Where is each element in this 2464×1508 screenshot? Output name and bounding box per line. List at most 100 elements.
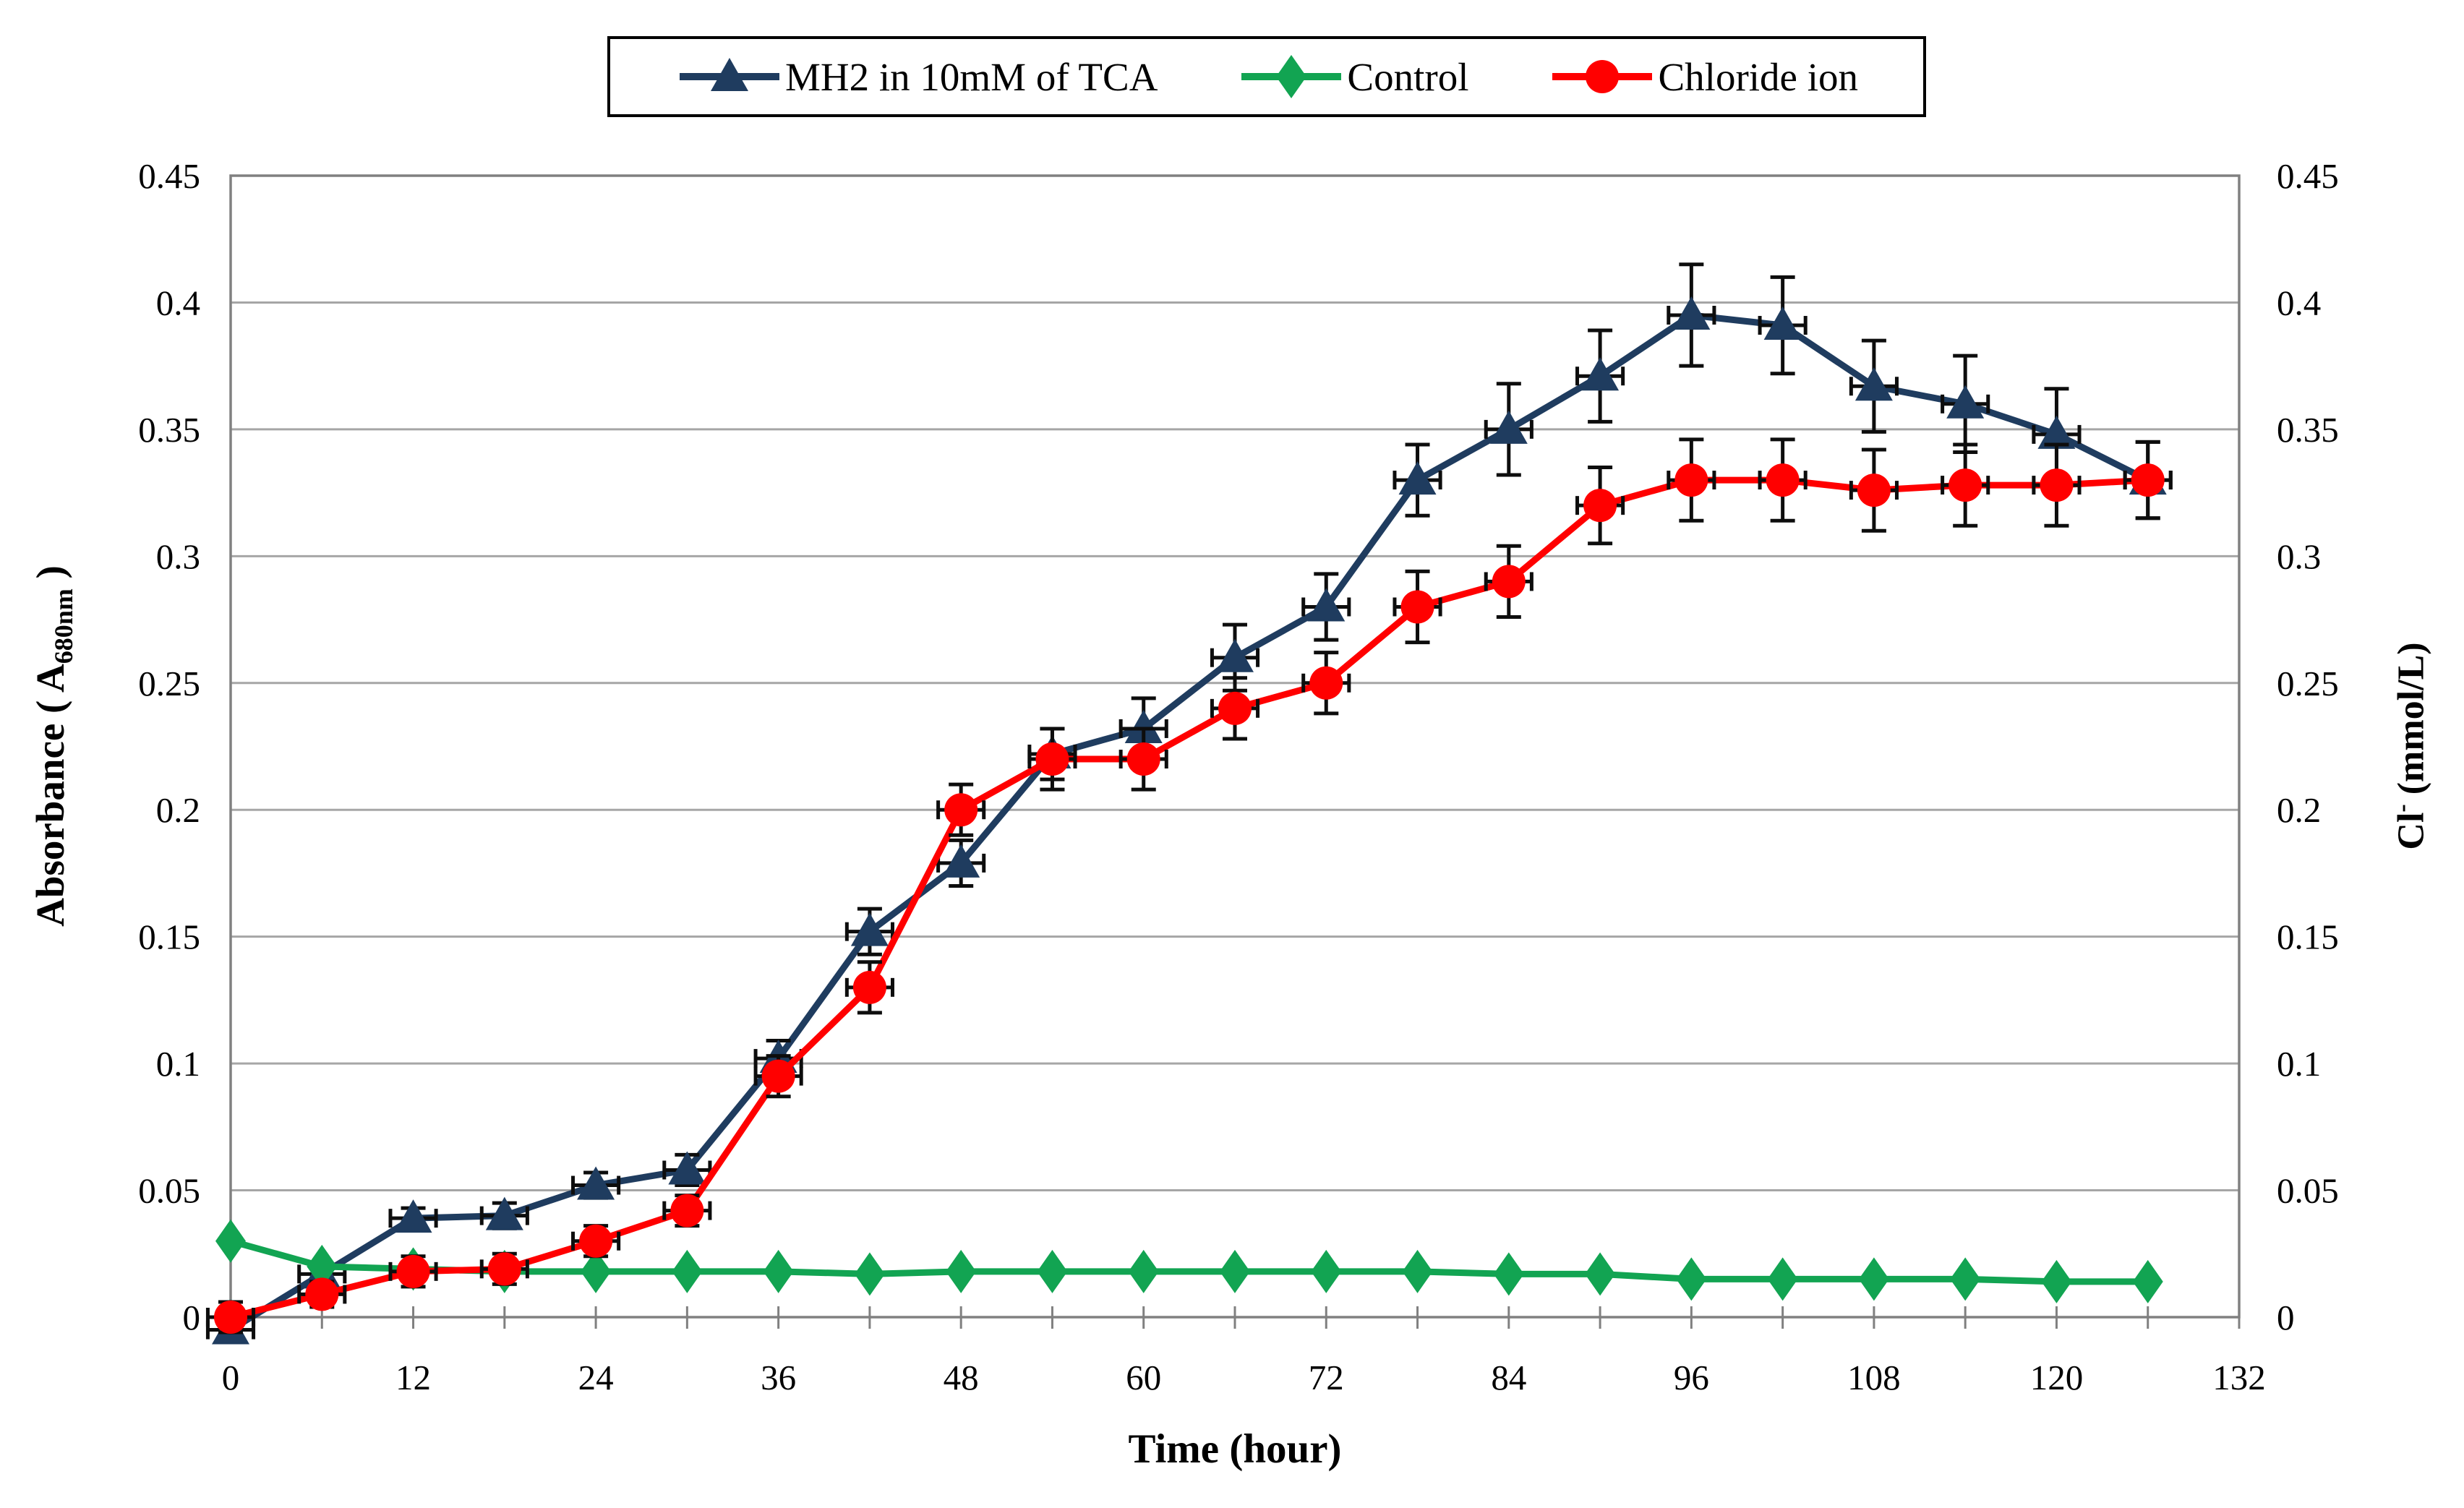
svg-text:24: 24: [578, 1358, 614, 1397]
diamond-marker: [1767, 1257, 1798, 1301]
markers: [215, 1219, 2163, 1303]
circle-marker: [1674, 463, 1708, 497]
triangle-marker: [577, 1166, 615, 1200]
y-tick-labels-left: 0 0.05 0.1 0.15 0.2 0.25 0.3 0.35 0.4 0.45: [138, 156, 200, 1337]
diamond-marker: [763, 1249, 794, 1293]
circle-marker: [1400, 590, 1434, 624]
error-bars: [205, 262, 2173, 1342]
triangle-marker: [1307, 588, 1346, 622]
series-line: [227, 312, 2152, 1334]
right-axis-title-superscript: -: [2389, 804, 2416, 813]
svg-text:48: 48: [944, 1358, 979, 1397]
triangle-marker: [1398, 461, 1437, 495]
triangle-marker: [1672, 296, 1711, 330]
diamond-marker: [1493, 1252, 1524, 1296]
circle-marker: [1035, 742, 1069, 776]
error-bars: [205, 437, 2173, 1335]
legend-item-mh2: MH2 in 10mM of TCA: [675, 53, 1158, 100]
left-axis-title: Absorbance ( A680nm ): [27, 312, 85, 1180]
diamond-marker: [2132, 1259, 2163, 1303]
triangle-series-icon: [675, 53, 784, 100]
legend-label-control: Control: [1347, 54, 1469, 99]
triangle-marker: [2037, 415, 2076, 449]
svg-text:0.45: 0.45: [138, 156, 200, 196]
left-axis-title-close: ): [28, 565, 72, 589]
svg-text:0.4: 0.4: [2277, 283, 2321, 322]
diamond-marker: [1220, 1249, 1250, 1293]
right-axis-title-text: Cl: [2390, 812, 2432, 850]
diamond-marker: [946, 1249, 977, 1293]
svg-text:0.2: 0.2: [2277, 790, 2321, 830]
x-ticks: [229, 1306, 2241, 1329]
circle-series-icon: [1548, 53, 1656, 100]
svg-text:72: 72: [1309, 1358, 1344, 1397]
diamond-marker: [1585, 1252, 1616, 1296]
y-tick-labels-right: 0 0.05 0.1 0.15 0.2 0.25 0.3 0.35 0.4 0.45: [2277, 156, 2339, 1337]
circle-marker: [214, 1301, 247, 1334]
circle-marker: [305, 1277, 339, 1311]
svg-text:0: 0: [183, 1298, 201, 1337]
circle-marker: [1766, 463, 1800, 497]
diamond-marker: [1858, 1257, 1889, 1301]
x-axis-title: Time (hour): [910, 1426, 1560, 1473]
left-axis-title-text: Absorbance ( A: [28, 664, 72, 927]
legend-item-chloride: Chloride ion: [1548, 53, 1858, 100]
right-axis-title-close: (mmol/L): [2390, 642, 2432, 805]
triangle-marker: [1763, 307, 1802, 340]
circle-marker: [1309, 666, 1343, 700]
svg-text:0.2: 0.2: [156, 790, 200, 830]
diamond-marker: [307, 1244, 338, 1288]
circle-marker: [2131, 463, 2165, 497]
circle-marker: [670, 1194, 704, 1228]
svg-text:0.4: 0.4: [156, 283, 200, 322]
diamond-marker: [1311, 1249, 1342, 1293]
left-axis-title-subscript: 680nm: [49, 588, 78, 664]
triangle-marker: [1946, 385, 1985, 419]
diamond-marker: [854, 1252, 885, 1296]
diamond-marker: [215, 1219, 246, 1263]
legend: MH2 in 10mM of TCA Control Chloride ion: [607, 36, 1926, 117]
diamond-marker: [1128, 1249, 1159, 1293]
triangle-marker: [1489, 410, 1528, 444]
triangle-marker: [394, 1199, 432, 1233]
circle-marker: [1948, 468, 1982, 502]
series-line: [227, 476, 2152, 1321]
circle-marker: [487, 1252, 521, 1286]
diamond-marker: [1037, 1249, 1068, 1293]
x-tick-labels: 0 12 24 36 48 60 72 84 96 108 120 132: [222, 1358, 2266, 1397]
triangle-marker: [850, 912, 889, 946]
diamond-marker: [1402, 1249, 1433, 1293]
circle-marker: [761, 1059, 795, 1093]
svg-text:0.35: 0.35: [138, 410, 200, 450]
circle-marker: [1218, 691, 1252, 725]
svg-text:12: 12: [395, 1358, 431, 1397]
svg-text:108: 108: [1847, 1358, 1901, 1397]
svg-text:0: 0: [222, 1358, 240, 1397]
svg-text:0.3: 0.3: [2277, 536, 2321, 576]
svg-text:0: 0: [2277, 1298, 2295, 1337]
triangle-marker: [668, 1151, 706, 1185]
svg-text:0.3: 0.3: [156, 536, 200, 576]
circle-marker: [2040, 468, 2074, 502]
circle-marker: [579, 1224, 613, 1258]
markers: [214, 463, 2165, 1334]
circle-marker: [1857, 474, 1891, 507]
svg-text:0.1: 0.1: [2277, 1044, 2321, 1084]
svg-text:0.15: 0.15: [2277, 917, 2339, 957]
series-0: [205, 262, 2173, 1345]
circle-marker: [852, 970, 886, 1004]
svg-text:0.05: 0.05: [2277, 1171, 2339, 1211]
series-line: [227, 1238, 2152, 1285]
svg-text:0.15: 0.15: [138, 917, 200, 957]
svg-text:0.45: 0.45: [2277, 156, 2339, 196]
svg-text:0.1: 0.1: [156, 1044, 200, 1084]
triangle-marker: [1124, 709, 1163, 743]
right-axis-title: Cl- (mmol/L): [2389, 312, 2447, 1180]
svg-text:120: 120: [2030, 1358, 2084, 1397]
circle-marker: [1492, 565, 1526, 599]
svg-text:84: 84: [1491, 1358, 1526, 1397]
triangle-marker: [1581, 357, 1620, 391]
svg-text:132: 132: [2212, 1358, 2266, 1397]
svg-text:96: 96: [1674, 1358, 1709, 1397]
